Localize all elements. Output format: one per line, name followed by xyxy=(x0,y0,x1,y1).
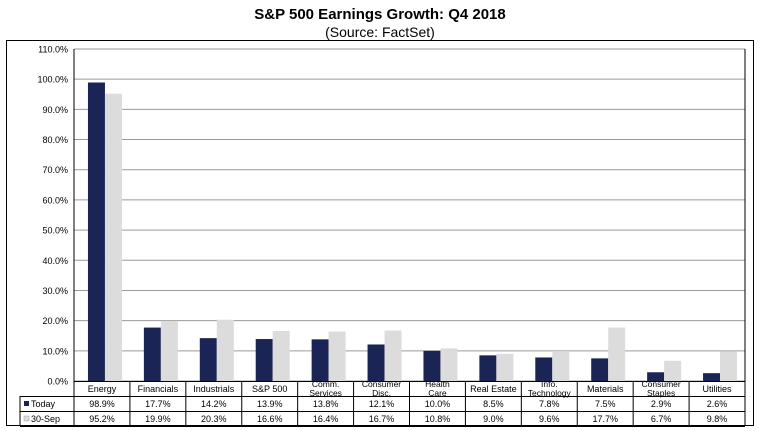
chart-subtitle: (Source: FactSet) xyxy=(325,24,435,40)
data-label: 14.2% xyxy=(201,399,227,409)
data-label: 17.7% xyxy=(592,414,618,424)
category-label: Disc. xyxy=(372,388,391,398)
data-label: 9.6% xyxy=(539,414,560,424)
chart-title: S&P 500 Earnings Growth: Q4 2018 xyxy=(254,6,506,23)
bar-30-sep xyxy=(216,319,234,381)
y-tick-label: 50.0% xyxy=(42,226,68,236)
data-label: 7.8% xyxy=(539,399,560,409)
bar-30-sep xyxy=(384,330,402,381)
bar-30-sep xyxy=(440,348,458,381)
bar-today xyxy=(199,338,217,381)
data-label: 95.2% xyxy=(89,414,115,424)
bar-today xyxy=(367,344,385,381)
data-label: 16.6% xyxy=(257,414,283,424)
category-label: Financials xyxy=(138,384,179,394)
y-tick-label: 110.0% xyxy=(38,45,68,55)
y-tick-label: 90.0% xyxy=(42,105,68,115)
category-label: Care xyxy=(428,388,447,398)
bar-30-sep xyxy=(272,330,290,381)
category-label: Utilities xyxy=(703,384,733,394)
category-label: Materials xyxy=(587,384,624,394)
category-label: Staples xyxy=(647,388,675,398)
data-label: 2.9% xyxy=(651,399,672,409)
data-label: 13.8% xyxy=(313,399,339,409)
data-label: 7.5% xyxy=(595,399,616,409)
category-label: Technology xyxy=(528,388,572,398)
bar-30-sep xyxy=(496,353,514,381)
category-label: Info. xyxy=(541,379,558,389)
data-label: 13.9% xyxy=(257,399,283,409)
legend-swatch-today xyxy=(24,401,29,406)
bar-30-sep xyxy=(664,360,682,381)
data-label: 2.6% xyxy=(707,399,728,409)
chart-border xyxy=(6,40,754,426)
data-label: 20.3% xyxy=(201,414,227,424)
data-label: 98.9% xyxy=(89,399,115,409)
bar-30-sep xyxy=(608,327,626,381)
y-tick-label: 40.0% xyxy=(42,256,68,266)
bar-today xyxy=(311,339,329,381)
y-tick-label: 100.0% xyxy=(37,75,68,85)
category-label: Consumer xyxy=(362,379,401,389)
bar-30-sep xyxy=(552,352,570,381)
bar-30-sep xyxy=(328,331,346,381)
category-label: S&P 500 xyxy=(252,384,287,394)
y-tick-label: 70.0% xyxy=(42,165,68,175)
category-label: Industrials xyxy=(193,384,235,394)
legend-swatch-30-sep xyxy=(23,415,30,422)
y-tick-label: 80.0% xyxy=(42,135,68,145)
bar-30-sep xyxy=(104,93,122,381)
y-tick-label: 10.0% xyxy=(42,346,68,356)
data-label: 12.1% xyxy=(369,399,395,409)
bar-30-sep xyxy=(720,351,738,381)
y-tick-label: 30.0% xyxy=(42,286,68,296)
bar-today xyxy=(535,357,553,381)
data-label: 10.8% xyxy=(425,414,451,424)
category-label: Real Estate xyxy=(470,384,517,394)
bar-today xyxy=(255,339,273,381)
data-label: 9.0% xyxy=(483,414,504,424)
data-label: 17.7% xyxy=(145,399,171,409)
y-tick-label: 0.0% xyxy=(47,377,68,387)
category-label: Comm. xyxy=(312,379,339,389)
bar-30-sep xyxy=(160,320,178,381)
data-label: 6.7% xyxy=(651,414,672,424)
bar-today xyxy=(591,358,609,381)
bar-today xyxy=(647,372,665,381)
bar-today xyxy=(703,373,721,381)
legend-label: Today xyxy=(31,399,56,409)
data-label: 8.5% xyxy=(483,399,504,409)
y-tick-label: 20.0% xyxy=(42,316,68,326)
data-label: 9.8% xyxy=(707,414,728,424)
data-label: 16.7% xyxy=(369,414,395,424)
legend-label: 30-Sep xyxy=(31,414,60,424)
data-label: 16.4% xyxy=(313,414,339,424)
y-tick-label: 60.0% xyxy=(42,195,68,205)
bar-today xyxy=(423,350,441,381)
category-label: Services xyxy=(309,388,342,398)
data-label: 10.0% xyxy=(425,399,451,409)
category-label: Consumer xyxy=(642,379,681,389)
category-label: Health xyxy=(425,379,450,389)
bar-today xyxy=(87,82,105,381)
data-label: 19.9% xyxy=(145,414,171,424)
bar-today xyxy=(479,355,497,381)
bar-today xyxy=(143,327,161,381)
category-label: Energy xyxy=(88,384,117,394)
